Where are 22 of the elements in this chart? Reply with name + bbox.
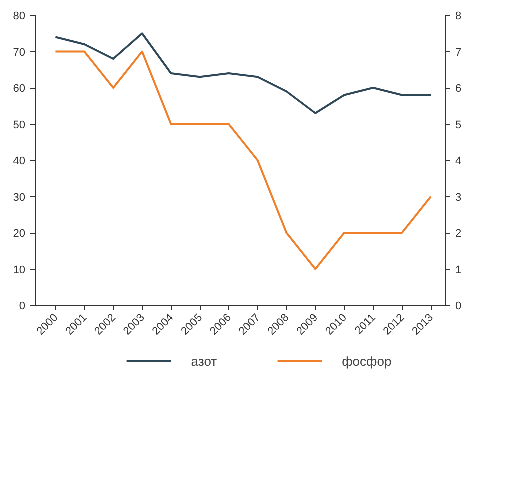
line-series <box>54 32 432 114</box>
y-tick-label: 40 <box>13 156 26 168</box>
legend-label: азот <box>191 354 218 368</box>
y-tick-label: 60 <box>13 83 26 95</box>
y-tick-label: 10 <box>13 264 26 276</box>
y-tick-label: 50 <box>13 119 26 132</box>
legend-label: фосфор <box>342 354 392 368</box>
y2-tick-label: 3 <box>456 192 462 204</box>
y2-tick-label: 5 <box>456 119 462 132</box>
y2-tick-label: 6 <box>456 83 462 95</box>
y-tick-label: 30 <box>13 192 26 204</box>
y-tick-label: 20 <box>13 228 26 240</box>
y2-tick-label: 2 <box>456 228 462 240</box>
line-series <box>54 50 432 270</box>
y-tick-label: 70 <box>13 46 26 59</box>
y2-tick-label: 8 <box>456 10 462 22</box>
y2-tick-label: 4 <box>456 156 462 168</box>
y2-tick-label: 7 <box>456 46 462 59</box>
y-tick-label: 80 <box>13 10 26 22</box>
y2-tick-label: 1 <box>456 264 462 276</box>
y2-tick-label: 0 <box>456 300 462 312</box>
y-tick-label: 0 <box>19 300 26 312</box>
